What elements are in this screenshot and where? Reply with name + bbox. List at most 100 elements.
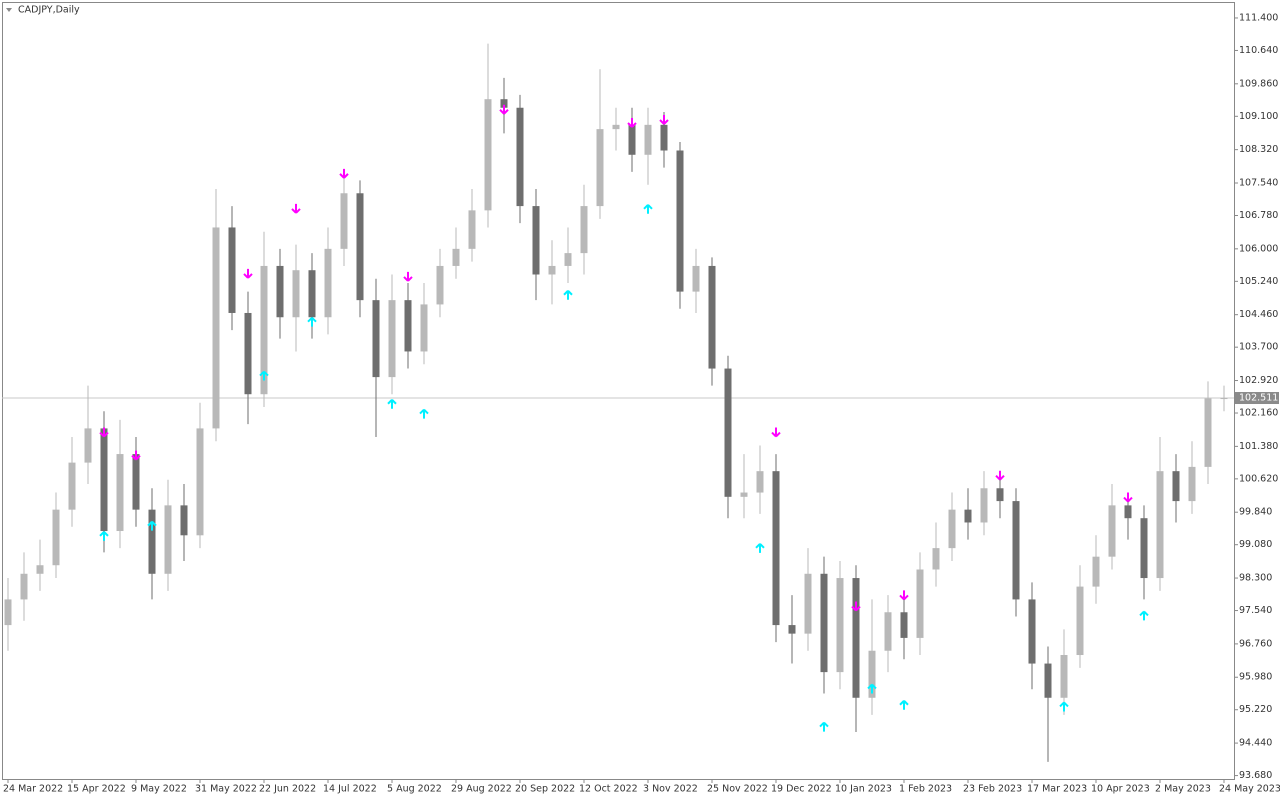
y-tick-label: 109.860 [1239, 78, 1278, 89]
y-tick-label: 109.100 [1239, 111, 1278, 122]
x-tick-label: 17 Mar 2023 [1027, 784, 1087, 795]
candle-body [932, 548, 940, 570]
candle-body [1172, 471, 1180, 502]
candle-body [164, 505, 172, 574]
y-tick-label: 93.680 [1239, 770, 1272, 781]
candle-body [4, 599, 12, 626]
candle-body [788, 625, 796, 634]
y-tick-label: 99.080 [1239, 539, 1272, 550]
candle-body [740, 492, 748, 497]
candle-body [1188, 466, 1196, 502]
sell-arrow [899, 590, 909, 601]
buy-arrow [419, 408, 429, 419]
sell-arrow [339, 168, 349, 179]
y-tick-label: 95.220 [1239, 704, 1272, 715]
y-tick-label: 97.540 [1239, 605, 1272, 616]
chart-title: CADJPY,Daily [18, 5, 80, 16]
y-tick-label: 94.440 [1239, 738, 1272, 749]
candle-body [596, 129, 604, 207]
candle-body [1108, 505, 1116, 557]
sell-arrow [99, 427, 109, 438]
candle-body [388, 300, 396, 378]
y-tick-label: 105.240 [1239, 276, 1278, 287]
y-tick-label: 107.540 [1239, 177, 1278, 188]
candle-body [820, 573, 828, 673]
buy-arrow [387, 399, 397, 409]
x-tick-label: 1 Feb 2023 [899, 784, 952, 795]
sell-arrow [243, 268, 253, 279]
candle-body [948, 509, 956, 549]
y-tick-label: 108.320 [1239, 144, 1278, 155]
buy-arrow [99, 531, 109, 541]
candle-body [180, 505, 188, 536]
candle-body [1012, 501, 1020, 600]
x-tick-label: 24 May 2023 [1219, 784, 1280, 795]
y-tick-label: 106.000 [1239, 243, 1278, 254]
buy-arrow [899, 700, 909, 710]
candle-body [660, 124, 668, 151]
candle-body [196, 428, 204, 536]
y-tick-label: 102.920 [1239, 375, 1278, 386]
sell-arrow [627, 117, 637, 128]
candle-body [724, 368, 732, 497]
sell-arrow [771, 427, 781, 438]
candle-body [852, 578, 860, 698]
x-tick-label: 9 May 2022 [131, 784, 187, 795]
plot-frame [2, 2, 1235, 780]
candle-body [212, 227, 220, 429]
sell-arrow [131, 450, 141, 461]
candle-body [132, 454, 140, 510]
candle-body [1044, 663, 1052, 698]
candle-body [276, 265, 284, 318]
candle-body [404, 300, 412, 352]
sell-arrow [995, 470, 1005, 481]
candle-body [1028, 599, 1036, 664]
candle-body [676, 150, 684, 292]
candle-body [980, 488, 988, 523]
candle-body [692, 265, 700, 292]
y-tick-label: 104.460 [1239, 309, 1278, 320]
candle-body [612, 124, 620, 130]
price-label-bg [1235, 392, 1279, 405]
x-tick-label: 10 Apr 2023 [1091, 784, 1150, 795]
candle-body [1140, 518, 1148, 579]
x-tick-label: 29 Aug 2022 [451, 784, 512, 795]
candle-body [36, 565, 44, 574]
sell-arrow [851, 601, 861, 612]
candle-body [324, 248, 332, 318]
candle-body [1092, 556, 1100, 587]
candle-body [532, 206, 540, 275]
buy-arrow [1059, 701, 1069, 712]
y-tick-label: 95.980 [1239, 672, 1272, 683]
candle-body [292, 270, 300, 318]
y-tick-label: 98.300 [1239, 573, 1272, 584]
candle-body [52, 509, 60, 566]
candle-body [628, 124, 636, 155]
candle-body [68, 462, 76, 510]
buy-arrow [643, 204, 653, 214]
y-tick-label: 111.400 [1239, 12, 1278, 23]
buy-arrow [259, 370, 269, 381]
buy-arrow [307, 316, 317, 327]
y-tick-label: 99.840 [1239, 507, 1272, 518]
sell-arrow [499, 104, 509, 115]
x-tick-label: 20 Sep 2022 [515, 784, 575, 795]
y-tick-label: 103.700 [1239, 342, 1278, 353]
candle-body [580, 206, 588, 254]
candle-body [548, 265, 556, 275]
y-tick-label: 102.160 [1239, 408, 1278, 419]
sell-arrow [291, 203, 301, 214]
candle-body [500, 99, 508, 108]
candle-body [244, 312, 252, 395]
candle-body [900, 612, 908, 638]
y-tick-label: 96.760 [1239, 638, 1272, 649]
candle-body [340, 193, 348, 249]
candle-body [484, 99, 492, 211]
buy-arrow [755, 543, 765, 553]
candle-body [468, 210, 476, 249]
candle-body [1076, 586, 1084, 656]
candle-body [1060, 655, 1068, 698]
y-tick-label: 101.380 [1239, 441, 1278, 452]
candle-body [804, 573, 812, 634]
